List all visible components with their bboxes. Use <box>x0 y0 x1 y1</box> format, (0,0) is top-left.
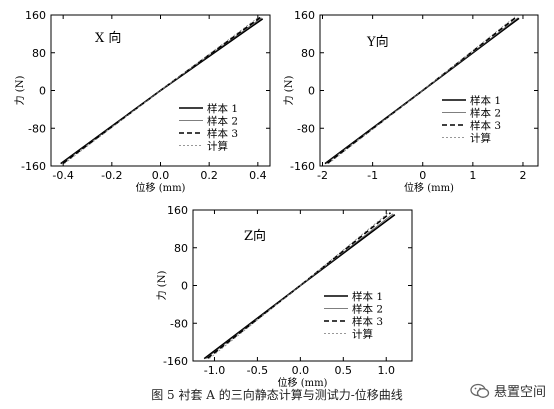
y-tick-label: -160 <box>21 160 46 173</box>
y-tick-label: 0 <box>181 280 188 293</box>
y-tick-label: 160 <box>294 9 315 22</box>
y-axis-label: 力 (N) <box>282 76 295 106</box>
x-tick-label: -1.0 <box>204 364 225 377</box>
y-tick-label: -80 <box>28 122 46 135</box>
series-line-3 <box>207 212 392 359</box>
legend-label: 样本 3 <box>470 119 501 132</box>
x-tick-label: 0 <box>419 169 426 182</box>
legend-label: 样本 3 <box>207 127 238 140</box>
x-tick-label: 0.5 <box>335 364 353 377</box>
y-axis-label: 力 (N) <box>13 76 26 106</box>
x-tick-label: 2 <box>519 169 526 182</box>
watermark: 悬置空间 <box>470 381 546 400</box>
series-line-3 <box>62 16 261 164</box>
y-tick-label: -80 <box>170 317 188 330</box>
x-axis-label: 位移 (mm) <box>404 181 454 194</box>
legend-label: 样本 1 <box>470 94 501 107</box>
y-tick-label: 80 <box>301 47 315 60</box>
legend-label: 计算 <box>352 328 373 341</box>
legend-label: 样本 1 <box>207 102 238 115</box>
x-tick-label: -2 <box>317 169 328 182</box>
y-tick-label: 160 <box>167 204 188 217</box>
wechat-icon <box>470 383 490 398</box>
x-tick-label: -0.4 <box>52 169 73 182</box>
y-tick-label: -160 <box>290 160 315 173</box>
x-tick-label: 0.0 <box>292 364 310 377</box>
legend-label: 计算 <box>470 132 491 145</box>
legend-label: 样本 1 <box>352 290 383 303</box>
series-line-4 <box>209 212 390 359</box>
x-axis-label: 位移 (mm) <box>136 181 186 194</box>
y-tick-label: 160 <box>25 9 46 22</box>
x-tick-label: 0.2 <box>200 169 218 182</box>
legend-label: 样本 3 <box>352 315 383 328</box>
figure-caption: 图 5 衬套 A 的三向静态计算与测试力-位移曲线 <box>151 388 403 402</box>
x-axis-label: 位移 (mm) <box>278 376 328 389</box>
x-tick-label: 0.0 <box>152 169 170 182</box>
y-tick-label: 0 <box>308 85 315 98</box>
legend-label: 样本 2 <box>352 303 383 316</box>
x-tick-label: 0.4 <box>249 169 267 182</box>
series-line-4 <box>328 16 516 164</box>
chart-panel-1: -0.4 -0.2 0.0 0.2 0.4 -160 -80 0 80 160 位移 (mm) 力 (… <box>13 9 271 194</box>
x-tick-label: -1 <box>367 169 378 182</box>
x-tick-label: -0.5 <box>247 364 268 377</box>
legend-label: 计算 <box>207 140 228 153</box>
y-tick-label: 0 <box>39 85 46 98</box>
series-line-2 <box>326 17 519 164</box>
y-tick-label: 80 <box>174 242 188 255</box>
direction-annotation: X 向 <box>95 30 121 46</box>
x-tick-label: -0.2 <box>101 169 122 182</box>
direction-annotation: Z向 <box>244 228 266 244</box>
y-tick-label: 80 <box>32 47 46 60</box>
legend-label: 样本 2 <box>470 107 501 120</box>
watermark-text: 悬置空间 <box>493 385 546 400</box>
chart-panel-3: -1.0 -0.5 0.0 0.5 1.0 -160 -80 0 80 160 位移 (mm) 力 (… <box>155 204 413 389</box>
series-line-4 <box>64 16 260 164</box>
y-tick-label: -160 <box>163 355 188 368</box>
y-axis-label: 力 (N) <box>155 271 168 301</box>
y-tick-label: -80 <box>297 122 315 135</box>
direction-annotation: Y向 <box>366 34 389 50</box>
plot-frame <box>192 209 413 362</box>
x-tick-label: 1.0 <box>377 364 395 377</box>
x-tick-label: 1 <box>469 169 476 182</box>
legend-label: 样本 2 <box>207 115 238 128</box>
